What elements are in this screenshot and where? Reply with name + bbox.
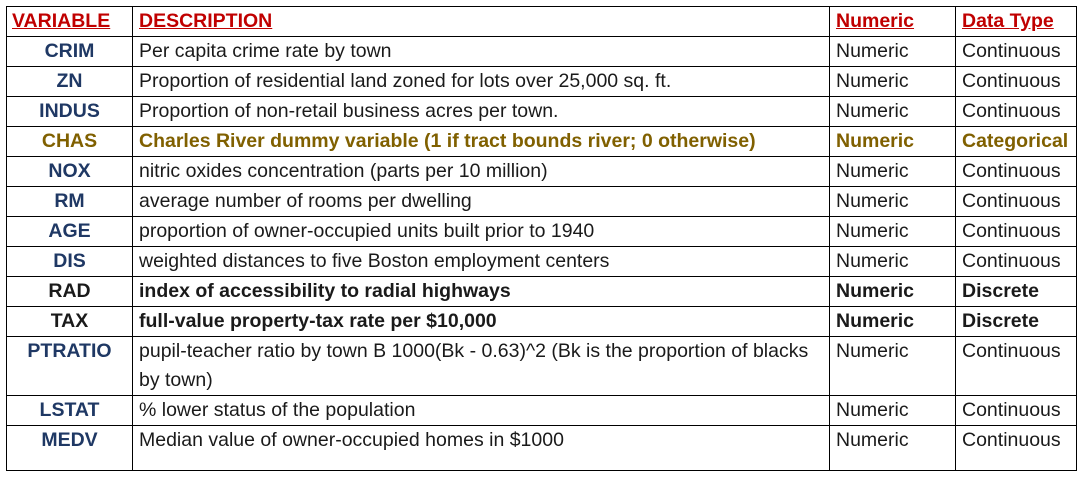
numeric-cell: Numeric [829,36,956,67]
header-description: DESCRIPTION [132,6,830,37]
numeric-cell: Numeric [829,276,956,307]
description-cell: Charles River dummy variable (1 if tract… [132,126,830,157]
description-cell: average number of rooms per dwelling [132,186,830,217]
data-type-cell: Continuous [955,246,1077,277]
description-cell: index of accessibility to radial highway… [132,276,830,307]
data-type-cell: Continuous [955,425,1077,471]
numeric-cell: Numeric [829,246,956,277]
data-type-cell: Discrete [955,276,1077,307]
header-numeric: Numeric [829,6,956,37]
numeric-cell: Numeric [829,306,956,337]
table-row: MEDV Median value of owner-occupied home… [6,425,1077,471]
numeric-cell: Numeric [829,186,956,217]
table-row: AGE proportion of owner-occupied units b… [6,216,1077,247]
description-cell: Proportion of residential land zoned for… [132,66,830,97]
description-cell: full-value property-tax rate per $10,000 [132,306,830,337]
table-row: CRIM Per capita crime rate by town Numer… [6,36,1077,67]
variable-cell: TAX [6,306,133,337]
table-row: NOX nitric oxides concentration (parts p… [6,156,1077,187]
variable-cell: DIS [6,246,133,277]
numeric-cell: Numeric [829,425,956,471]
table-row: PTRATIO pupil-teacher ratio by town B 10… [6,336,1077,396]
data-type-cell: Categorical [955,126,1077,157]
numeric-cell: Numeric [829,216,956,247]
variable-cell: LSTAT [6,395,133,426]
description-cell: Per capita crime rate by town [132,36,830,67]
table-row: ZN Proportion of residential land zoned … [6,66,1077,97]
data-type-cell: Continuous [955,395,1077,426]
variable-cell: ZN [6,66,133,97]
description-cell: proportion of owner-occupied units built… [132,216,830,247]
data-type-cell: Continuous [955,36,1077,67]
variable-cell: RAD [6,276,133,307]
data-type-cell: Continuous [955,186,1077,217]
table-row-bold: RAD index of accessibility to radial hig… [6,276,1077,307]
numeric-cell: Numeric [829,156,956,187]
data-type-cell: Continuous [955,216,1077,247]
table-row-bold: TAX full-value property-tax rate per $10… [6,306,1077,337]
variable-cell: MEDV [6,425,133,471]
numeric-cell: Numeric [829,395,956,426]
data-type-cell: Discrete [955,306,1077,337]
variable-cell: AGE [6,216,133,247]
variable-cell: CRIM [6,36,133,67]
data-type-cell: Continuous [955,336,1077,396]
numeric-cell: Numeric [829,336,956,396]
numeric-cell: Numeric [829,96,956,127]
table-row: LSTAT % lower status of the population N… [6,395,1077,426]
description-cell: weighted distances to five Boston employ… [132,246,830,277]
description-cell: % lower status of the population [132,395,830,426]
data-type-cell: Continuous [955,66,1077,97]
numeric-cell: Numeric [829,126,956,157]
header-data-type: Data Type [955,6,1077,37]
description-cell: nitric oxides concentration (parts per 1… [132,156,830,187]
variable-cell: NOX [6,156,133,187]
variable-cell: RM [6,186,133,217]
variable-cell: CHAS [6,126,133,157]
table-row: DIS weighted distances to five Boston em… [6,246,1077,277]
description-cell: pupil-teacher ratio by town B 1000(Bk - … [132,336,830,396]
header-row: VARIABLE DESCRIPTION Numeric Data Type [6,6,1077,37]
variables-table: VARIABLE DESCRIPTION Numeric Data Type C… [6,6,1077,471]
description-cell: Proportion of non-retail business acres … [132,96,830,127]
description-cell: Median value of owner-occupied homes in … [132,425,830,471]
table-row: RM average number of rooms per dwelling … [6,186,1077,217]
table-row: INDUS Proportion of non-retail business … [6,96,1077,127]
data-type-cell: Continuous [955,96,1077,127]
header-variable: VARIABLE [6,6,133,37]
table-row-highlighted: CHAS Charles River dummy variable (1 if … [6,126,1077,157]
variable-cell: INDUS [6,96,133,127]
variable-cell: PTRATIO [6,336,133,396]
numeric-cell: Numeric [829,66,956,97]
data-type-cell: Continuous [955,156,1077,187]
